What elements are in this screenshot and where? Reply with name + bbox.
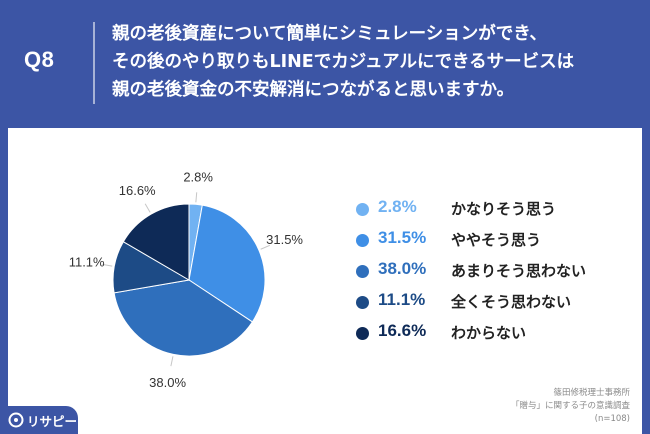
slice-value-label: 2.8%: [183, 169, 213, 184]
question-text: 親の老後資産について簡単にシミュレーションができ、 その後のやり取りもLINEで…: [112, 20, 642, 104]
legend-swatch: [356, 203, 369, 216]
legend-label: 全くそう思わない: [451, 293, 572, 311]
question-line-1: 親の老後資産について簡単にシミュレーションができ、: [112, 24, 548, 44]
legend-label: あまりそう思わない: [451, 262, 587, 280]
pie-slice: [122, 203, 190, 281]
label-leader-line: [144, 203, 151, 213]
logo-icon: [8, 412, 24, 428]
source-line: (n=108): [594, 414, 630, 424]
question-header: Q8 親の老後資産について簡単にシミュレーションができ、 その後のやり取りもLI…: [0, 0, 650, 118]
brand-logo: リサピー: [0, 406, 78, 434]
slice-value-label: 38.0%: [149, 375, 186, 390]
legend-item: 38.0% あまりそう思わない: [356, 256, 626, 287]
legend-swatch: [356, 265, 369, 278]
legend-label: かなりそう思う: [451, 200, 557, 218]
pie-slice: [113, 279, 254, 357]
legend-percentage: 16.6%: [378, 321, 427, 340]
legend-label: ややそう思う: [451, 231, 542, 249]
legend-item: 16.6% わからない: [356, 318, 626, 349]
source-line: 篠田修税理士事務所: [553, 388, 630, 398]
chart-card: 2.8% 31.5% 38.0% 11.1% 16.6% 2.8% かなりそう思う 31…: [8, 128, 642, 434]
slice-value-label: 11.1%: [69, 254, 105, 269]
legend-label: わからない: [451, 324, 527, 342]
legend-percentage: 31.5%: [378, 228, 427, 247]
legend-item: 31.5% ややそう思う: [356, 225, 626, 256]
question-number: Q8: [24, 47, 55, 72]
label-leader-line: [102, 263, 113, 267]
legend-item: 2.8% かなりそう思う: [356, 194, 626, 225]
slice-value-label: 16.6%: [119, 183, 156, 198]
source-line: 「贈与」に関する子の意識調査: [510, 401, 630, 411]
slice-value-label: 31.5%: [266, 232, 303, 247]
label-leader-line: [170, 356, 174, 367]
legend-swatch: [356, 327, 369, 340]
legend-swatch: [356, 234, 369, 247]
source-note: 篠田修税理士事務所 「贈与」に関する子の意識調査 (n=108): [511, 387, 630, 426]
legend-item: 11.1% 全くそう思わない: [356, 287, 626, 318]
legend: 2.8% かなりそう思う 31.5% ややそう思う 38.0% あまりそう思わな…: [356, 194, 626, 349]
logo-text: リサピー: [27, 414, 78, 429]
legend-percentage: 11.1%: [378, 290, 426, 309]
legend-swatch: [356, 296, 369, 309]
pie-chart: 2.8% 31.5% 38.0% 11.1% 16.6%: [69, 169, 304, 390]
question-line-3: 親の老後資金の不安解消につながると思いますか。: [112, 80, 515, 100]
legend-percentage: 2.8%: [378, 197, 417, 216]
pie-slice: [188, 204, 266, 323]
legend-percentage: 38.0%: [378, 259, 427, 278]
label-leader-line: [195, 192, 198, 203]
label-leader-line: [260, 244, 271, 250]
question-line-2: その後のやり取りもLINEでカジュアルにできるサービスは: [112, 52, 575, 72]
header-divider: [93, 22, 95, 104]
